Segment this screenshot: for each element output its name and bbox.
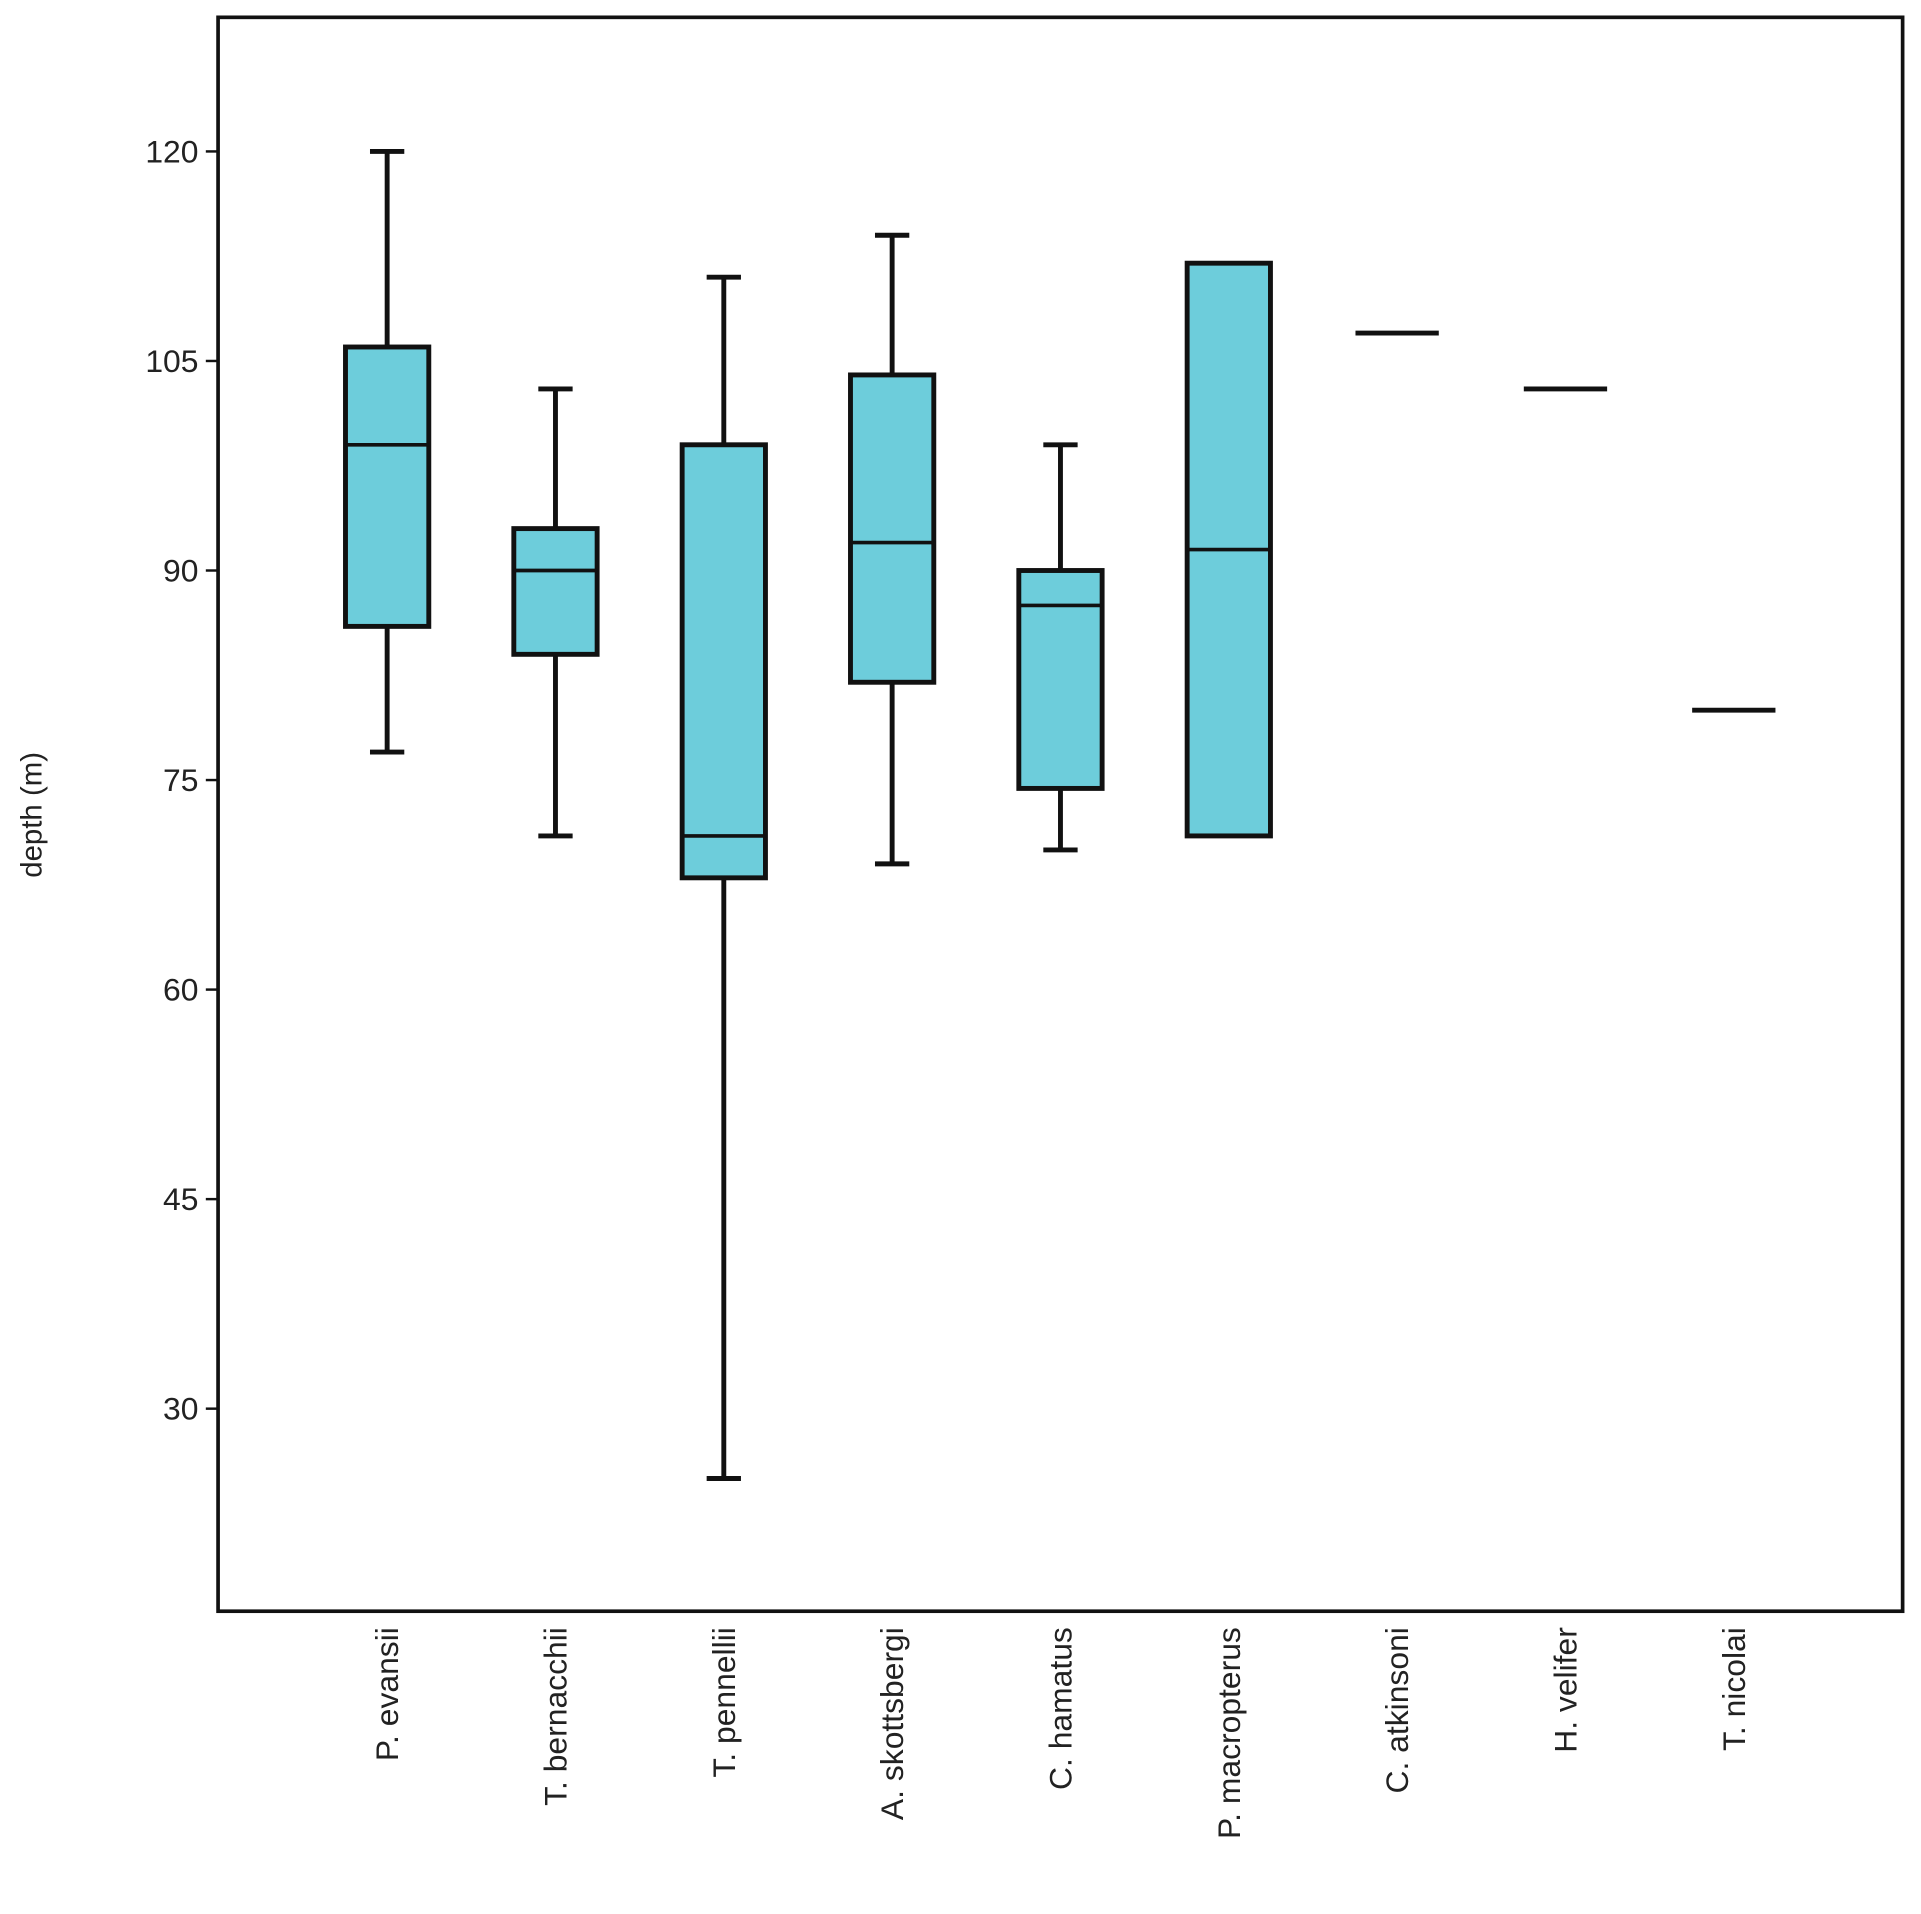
y-tick-label: 120	[145, 133, 198, 169]
box-a-skottsbergi	[848, 232, 937, 867]
x-tick-label: P. macropterus	[1211, 1627, 1247, 1839]
y-tick-label: 60	[163, 972, 198, 1008]
x-axis-labels: P. evansii T. bernacchii T. pennellii A. sk…	[369, 1627, 1752, 1839]
y-tick-label: 105	[145, 343, 198, 379]
y-axis: 30 45 60 75 90 105 120	[145, 133, 219, 1427]
iqr-box	[1016, 568, 1105, 791]
box-p-evansii	[343, 148, 432, 755]
x-tick-label: T. pennellii	[706, 1627, 742, 1777]
y-axis-label: depth (m)	[16, 752, 49, 878]
y-tick-label: 30	[163, 1391, 198, 1427]
boxes	[343, 148, 1776, 1481]
box-t-bernacchii	[511, 386, 600, 839]
x-tick-label: A. skottsbergi	[874, 1627, 910, 1820]
box-p-macropterus	[1184, 260, 1273, 839]
plot-frame	[216, 15, 1905, 1614]
x-tick-label: T. bernacchii	[537, 1627, 573, 1806]
box-t-pennellii	[679, 274, 768, 1481]
y-tick-label: 90	[163, 553, 198, 589]
iqr-box	[343, 344, 432, 629]
x-tick-label: P. evansii	[369, 1627, 405, 1761]
box-c-hamatus	[1016, 442, 1105, 853]
x-tick-label: H. velifer	[1547, 1627, 1583, 1753]
iqr-box	[848, 372, 937, 685]
x-tick-label: T. nicolai	[1716, 1627, 1752, 1751]
y-tick-label: 45	[163, 1181, 198, 1217]
iqr-box	[511, 526, 600, 657]
x-tick-label: C. atkinsoni	[1379, 1627, 1415, 1793]
iqr-box	[679, 442, 768, 881]
x-tick-label: C. hamatus	[1042, 1627, 1078, 1790]
y-tick-label: 75	[163, 762, 198, 798]
